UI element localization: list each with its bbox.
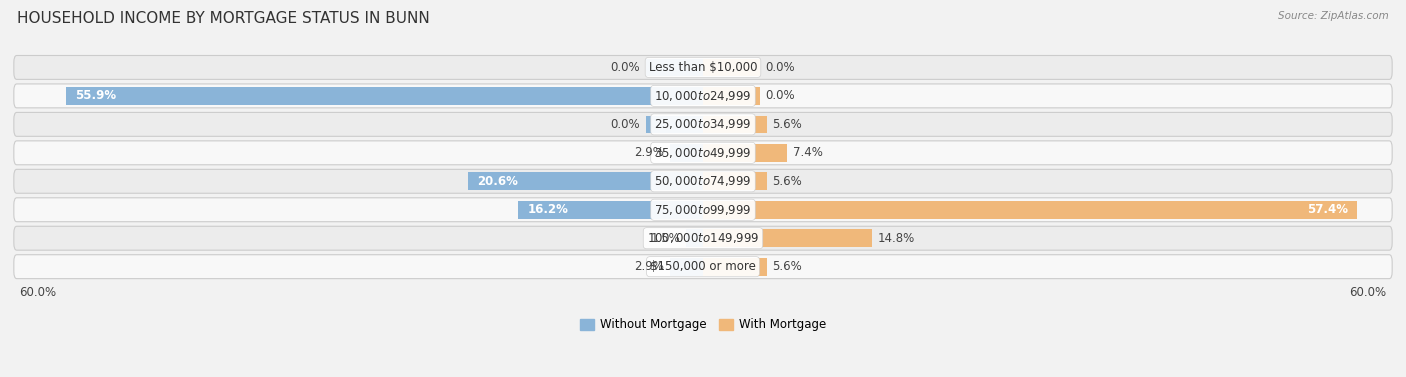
Text: $10,000 to $24,999: $10,000 to $24,999 xyxy=(654,89,752,103)
Text: 7.4%: 7.4% xyxy=(793,146,823,159)
Text: $50,000 to $74,999: $50,000 to $74,999 xyxy=(654,174,752,188)
Text: $35,000 to $49,999: $35,000 to $49,999 xyxy=(654,146,752,160)
Text: $150,000 or more: $150,000 or more xyxy=(650,260,756,273)
Bar xyxy=(703,115,766,133)
Text: Less than $10,000: Less than $10,000 xyxy=(648,61,758,74)
Text: 14.8%: 14.8% xyxy=(877,232,914,245)
Bar xyxy=(703,258,766,276)
Text: 0.0%: 0.0% xyxy=(766,89,796,103)
Bar xyxy=(703,172,766,190)
Text: 5.6%: 5.6% xyxy=(772,118,803,131)
Bar xyxy=(671,144,703,162)
Bar xyxy=(66,87,703,105)
Bar xyxy=(645,58,703,76)
FancyBboxPatch shape xyxy=(14,112,1392,136)
Bar xyxy=(686,229,703,247)
Text: 0.0%: 0.0% xyxy=(610,61,640,74)
Text: $100,000 to $149,999: $100,000 to $149,999 xyxy=(647,231,759,245)
FancyBboxPatch shape xyxy=(14,84,1392,108)
Text: 20.6%: 20.6% xyxy=(478,175,519,188)
FancyBboxPatch shape xyxy=(14,226,1392,250)
Text: 60.0%: 60.0% xyxy=(20,286,56,299)
Bar xyxy=(703,58,761,76)
Bar xyxy=(703,144,787,162)
Bar xyxy=(468,172,703,190)
FancyBboxPatch shape xyxy=(14,141,1392,165)
Bar xyxy=(703,87,761,105)
Text: 1.5%: 1.5% xyxy=(651,232,681,245)
Text: 55.9%: 55.9% xyxy=(76,89,117,103)
Text: HOUSEHOLD INCOME BY MORTGAGE STATUS IN BUNN: HOUSEHOLD INCOME BY MORTGAGE STATUS IN B… xyxy=(17,11,430,26)
Text: 60.0%: 60.0% xyxy=(1350,286,1386,299)
Text: $25,000 to $34,999: $25,000 to $34,999 xyxy=(654,117,752,131)
Bar xyxy=(703,201,1357,219)
Text: Source: ZipAtlas.com: Source: ZipAtlas.com xyxy=(1278,11,1389,21)
FancyBboxPatch shape xyxy=(14,198,1392,222)
FancyBboxPatch shape xyxy=(14,255,1392,279)
Bar xyxy=(519,201,703,219)
FancyBboxPatch shape xyxy=(14,55,1392,80)
Text: 57.4%: 57.4% xyxy=(1306,203,1348,216)
Legend: Without Mortgage, With Mortgage: Without Mortgage, With Mortgage xyxy=(581,318,825,331)
Text: 2.9%: 2.9% xyxy=(634,146,664,159)
Text: 0.0%: 0.0% xyxy=(766,61,796,74)
Bar xyxy=(645,115,703,133)
Text: 5.6%: 5.6% xyxy=(772,260,803,273)
Text: 5.6%: 5.6% xyxy=(772,175,803,188)
FancyBboxPatch shape xyxy=(14,169,1392,193)
Text: 16.2%: 16.2% xyxy=(527,203,568,216)
Bar xyxy=(671,258,703,276)
Bar xyxy=(703,229,872,247)
Text: 0.0%: 0.0% xyxy=(610,118,640,131)
Text: $75,000 to $99,999: $75,000 to $99,999 xyxy=(654,203,752,217)
Text: 2.9%: 2.9% xyxy=(634,260,664,273)
